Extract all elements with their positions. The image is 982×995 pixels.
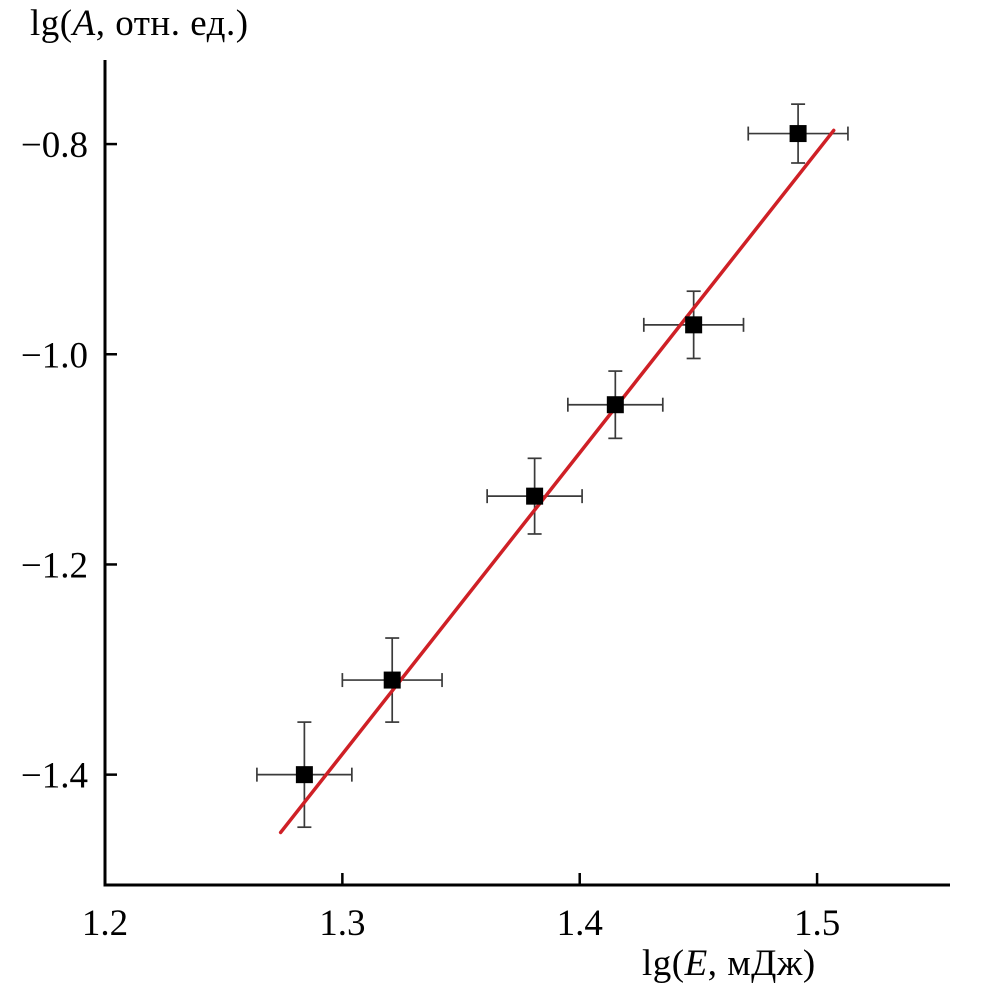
- data-point-marker: [526, 487, 544, 505]
- x-axis-title: lg(E, мДж): [642, 942, 816, 985]
- data-point-marker: [295, 766, 313, 784]
- fit-line: [278, 128, 836, 835]
- x-axis-title-variable: E: [684, 943, 708, 984]
- y-tick-label: −1.4: [21, 756, 88, 797]
- x-tick-label: 1.4: [557, 903, 603, 944]
- x-axis-title-suffix: , мДж): [707, 943, 816, 984]
- x-tick-label: 1.2: [82, 903, 128, 944]
- x-axis-title-prefix: lg(: [642, 943, 685, 984]
- y-axis-title-suffix: , отн. ед.): [95, 3, 249, 44]
- y-tick-label: −1.0: [21, 335, 88, 376]
- y-tick-label: −1.2: [21, 545, 88, 586]
- x-tick-label: 1.5: [794, 903, 840, 944]
- data-point-marker: [685, 316, 703, 334]
- data-point-marker: [606, 396, 624, 414]
- y-axis-title-variable: A: [72, 3, 96, 44]
- y-axis-title-prefix: lg(: [30, 3, 73, 44]
- y-tick-label: −0.8: [21, 125, 88, 166]
- data-point-marker: [383, 671, 401, 689]
- y-axis-title: lg(A, отн. ед.): [30, 2, 249, 45]
- x-tick-label: 1.3: [319, 903, 365, 944]
- data-point-marker: [789, 125, 807, 143]
